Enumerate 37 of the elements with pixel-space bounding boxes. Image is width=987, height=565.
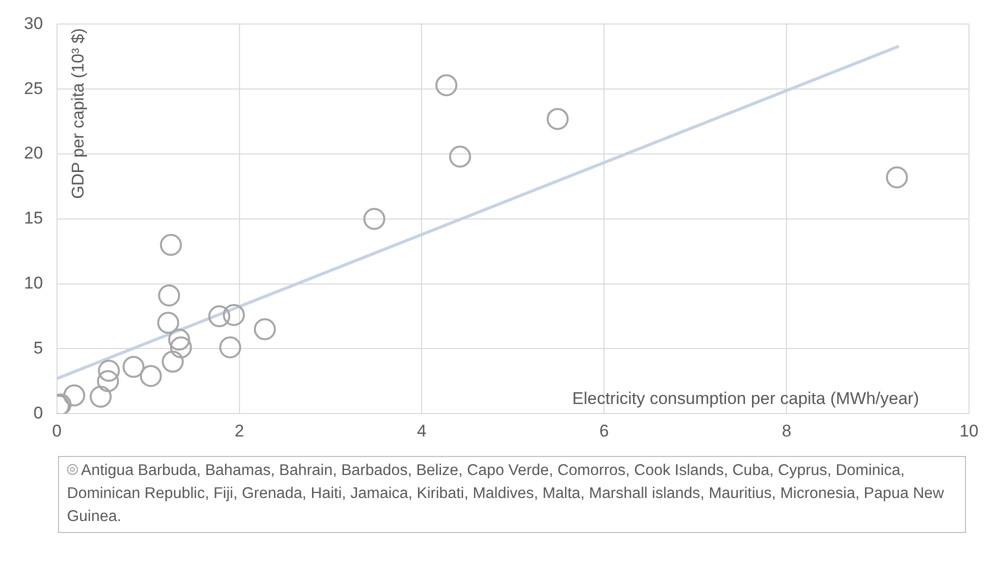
y-tick-label: 20	[24, 144, 43, 163]
x-tick-label: 2	[234, 421, 244, 440]
point	[158, 284, 180, 306]
point	[435, 74, 458, 96]
point	[222, 304, 245, 326]
x-axis-title: Electricity consumption per capita (MWh/year)	[572, 388, 919, 408]
y-tick-label: 30	[24, 14, 43, 33]
point	[170, 336, 192, 358]
point	[63, 384, 86, 406]
point	[546, 108, 569, 130]
point	[140, 364, 162, 387]
y-tick-label: 5	[33, 338, 43, 358]
x-tick-label: 6	[599, 421, 609, 440]
x-tick-label: 10	[960, 421, 978, 440]
point	[96, 370, 119, 392]
point	[254, 318, 276, 340]
point	[160, 234, 182, 256]
y-tick-label: 10	[24, 273, 43, 292]
point	[168, 328, 190, 351]
y-axis-title: GDP per capita (10³ $)	[68, 28, 88, 199]
point	[363, 208, 386, 230]
point	[122, 356, 145, 378]
y-tick-label: 0	[33, 403, 43, 422]
x-tick-label: 4	[417, 421, 426, 440]
point	[98, 360, 120, 382]
point	[157, 312, 180, 334]
point	[886, 166, 908, 188]
point	[90, 386, 112, 408]
x-tick-label: 8	[782, 421, 792, 440]
point	[208, 305, 230, 328]
y-tick-label: 15	[24, 208, 43, 228]
x-tick-label: 0	[52, 421, 62, 440]
point	[219, 336, 242, 358]
point	[449, 146, 472, 168]
legend-label: Antigua Barbuda, Bahamas, Bahrain, Barbados, Belize, Capo Verde, Comorros, Cook Islands, Cuba, Cyprus, Dominica, Dominican Republic, Fiji, Grenada, Haiti, Jamaica, Kiribati, Maldives, Malta, Marshall islands, Mauritius, Micronesia, Papua New Guinea.	[58, 456, 966, 533]
point	[162, 350, 184, 373]
y-tick-label: 25	[24, 78, 43, 98]
